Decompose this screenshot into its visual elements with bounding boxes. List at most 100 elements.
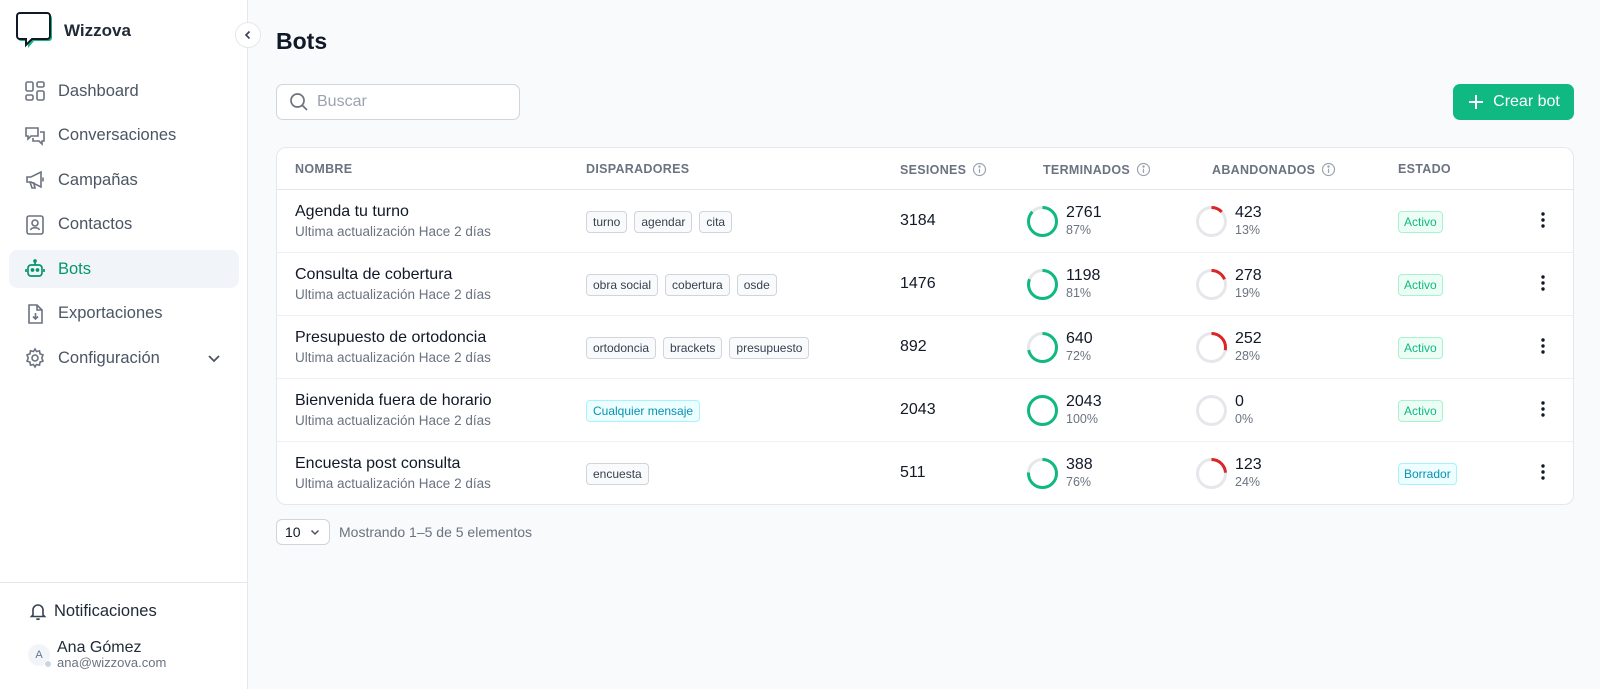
completed-count: 2043 (1066, 393, 1102, 410)
abandoned-metric: 278 19% (1195, 267, 1262, 301)
row-actions-button[interactable] (1532, 398, 1554, 420)
info-icon[interactable] (972, 162, 987, 177)
trigger-tag: Cualquier mensaje (586, 400, 701, 422)
table-row[interactable]: Presupuesto de ortodoncia Ultima actualiz… (277, 316, 1573, 379)
sidebar-item-label: Campañas (58, 170, 138, 189)
bots-table: NOMBRE DISPARADORES SESIONES TERMINADOS … (276, 147, 1574, 505)
bot-name[interactable]: Bienvenida fuera de horario (295, 392, 492, 409)
abandoned-progress-ring (1196, 394, 1227, 426)
more-vertical-icon (1541, 401, 1545, 417)
notifications-label: Notificaciones (54, 601, 157, 620)
abandoned-percent: 19% (1235, 286, 1261, 300)
sidebar-item-exportaciones[interactable]: Exportaciones (9, 295, 239, 333)
trigger-tag: encuesta (586, 463, 649, 485)
bot-name[interactable]: Consulta de cobertura (295, 266, 453, 283)
sessions-count: 3184 (900, 212, 936, 229)
header-terminados[interactable]: TERMINADOS (1043, 162, 1151, 177)
avatar-initial: A (35, 648, 43, 661)
sidebar-item-label: Bots (58, 259, 92, 278)
abandoned-progress-ring (1196, 331, 1227, 363)
sessions-count: 892 (900, 338, 927, 355)
bot-updated: Ultima actualización Hace 2 días (295, 224, 491, 239)
user-profile[interactable]: A Ana Gómez ana@wizzova.com (28, 639, 166, 670)
info-icon[interactable] (1136, 162, 1151, 177)
trigger-tag: cita (699, 211, 733, 233)
chat-icon (24, 125, 46, 147)
trigger-tag: ortodoncia (586, 337, 657, 359)
completed-percent: 100% (1066, 412, 1098, 426)
search-icon (290, 93, 308, 111)
info-icon[interactable] (1321, 162, 1336, 177)
header-estado[interactable]: ESTADO (1398, 162, 1451, 176)
completed-progress-ring (1027, 205, 1058, 237)
wizzova-logo-icon (16, 12, 52, 48)
abandoned-percent: 13% (1235, 223, 1261, 237)
bot-name[interactable]: Encuesta post consulta (295, 455, 461, 472)
trigger-tag: presupuesto (729, 337, 810, 359)
brand[interactable]: Wizzova (16, 12, 131, 50)
header-disparadores[interactable]: DISPARADORES (586, 162, 690, 176)
search-box[interactable] (276, 84, 520, 120)
header-sesiones[interactable]: SESIONES (900, 162, 987, 177)
table-row[interactable]: Bienvenida fuera de horario Ultima actual… (277, 379, 1573, 442)
abandoned-progress-ring (1196, 268, 1227, 300)
bot-name[interactable]: Agenda tu turno (295, 203, 409, 220)
bell-icon (29, 604, 47, 621)
abandoned-percent: 24% (1235, 475, 1261, 489)
more-vertical-icon (1541, 338, 1545, 354)
abandoned-metric: 123 24% (1195, 456, 1262, 490)
trigger-tag: agendar (634, 211, 693, 233)
sidebar-item-campanas[interactable]: Campañas (9, 161, 239, 199)
sessions-count: 511 (900, 464, 926, 481)
sidebar-item-bots[interactable]: Bots (9, 250, 239, 288)
app-name: Wizzova (64, 21, 131, 40)
completed-progress-ring (1027, 268, 1058, 300)
contacts-icon (24, 214, 46, 236)
dashboard-icon (24, 80, 46, 102)
completed-count: 388 (1066, 456, 1093, 473)
user-name: Ana Gómez (57, 639, 142, 656)
chevron-left-icon (244, 30, 251, 40)
bot-updated: Ultima actualización Hace 2 días (295, 476, 491, 491)
completed-metric: 388 76% (1026, 456, 1093, 490)
row-actions-button[interactable] (1532, 461, 1554, 483)
chevron-down-icon[interactable] (205, 349, 223, 367)
abandoned-metric: 423 13% (1195, 204, 1262, 238)
create-bot-button[interactable]: Crear bot (1453, 84, 1574, 120)
presence-dot (44, 659, 52, 668)
chevron-down-icon (310, 529, 319, 536)
completed-percent: 87% (1066, 223, 1092, 237)
page-size-select[interactable]: 10 (276, 519, 330, 545)
sidebar-item-label: Configuración (58, 348, 160, 367)
table-row[interactable]: Encuesta post consulta Ultima actualizaci… (277, 442, 1573, 504)
table-row[interactable]: Agenda tu turno Ultima actualización Hace… (277, 190, 1573, 253)
sessions-count: 2043 (900, 401, 936, 418)
pagination-info: Mostrando 1–5 de 5 elementos (339, 524, 533, 540)
page-title: Bots (276, 28, 328, 54)
row-actions-button[interactable] (1532, 272, 1554, 294)
sidebar-footer: Notificaciones A Ana Gómez ana@wizzova.c… (0, 582, 247, 689)
sidebar-item-contactos[interactable]: Contactos (9, 206, 239, 244)
completed-count: 640 (1066, 330, 1093, 347)
bot-name[interactable]: Presupuesto de ortodoncia (295, 329, 487, 346)
header-abandonados[interactable]: ABANDONADOS (1212, 162, 1336, 177)
completed-progress-ring (1027, 457, 1058, 489)
bot-updated: Ultima actualización Hace 2 días (295, 287, 491, 302)
abandoned-count: 278 (1235, 267, 1262, 284)
table-row[interactable]: Consulta de cobertura Ultima actualizació… (277, 253, 1573, 316)
search-input[interactable] (317, 93, 507, 111)
row-actions-button[interactable] (1532, 209, 1554, 231)
trigger-tags: obra social cobertura osde (586, 274, 784, 296)
sidebar-item-dashboard[interactable]: Dashboard (9, 72, 239, 110)
more-vertical-icon (1541, 275, 1545, 291)
collapse-sidebar-button[interactable] (235, 22, 261, 48)
sidebar-item-configuracion[interactable]: Configuración (9, 339, 239, 377)
completed-metric: 2043 100% (1026, 393, 1102, 427)
abandoned-count: 423 (1235, 204, 1262, 221)
page-size-value: 10 (285, 524, 301, 540)
trigger-tag: cobertura (665, 274, 730, 296)
row-actions-button[interactable] (1532, 335, 1554, 357)
header-nombre[interactable]: NOMBRE (295, 162, 353, 176)
sidebar-item-conversaciones[interactable]: Conversaciones (9, 117, 239, 155)
notifications-link[interactable]: Notificaciones (28, 601, 157, 621)
